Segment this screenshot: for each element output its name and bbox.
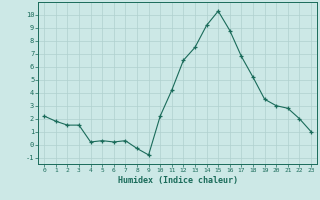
- X-axis label: Humidex (Indice chaleur): Humidex (Indice chaleur): [118, 176, 238, 185]
